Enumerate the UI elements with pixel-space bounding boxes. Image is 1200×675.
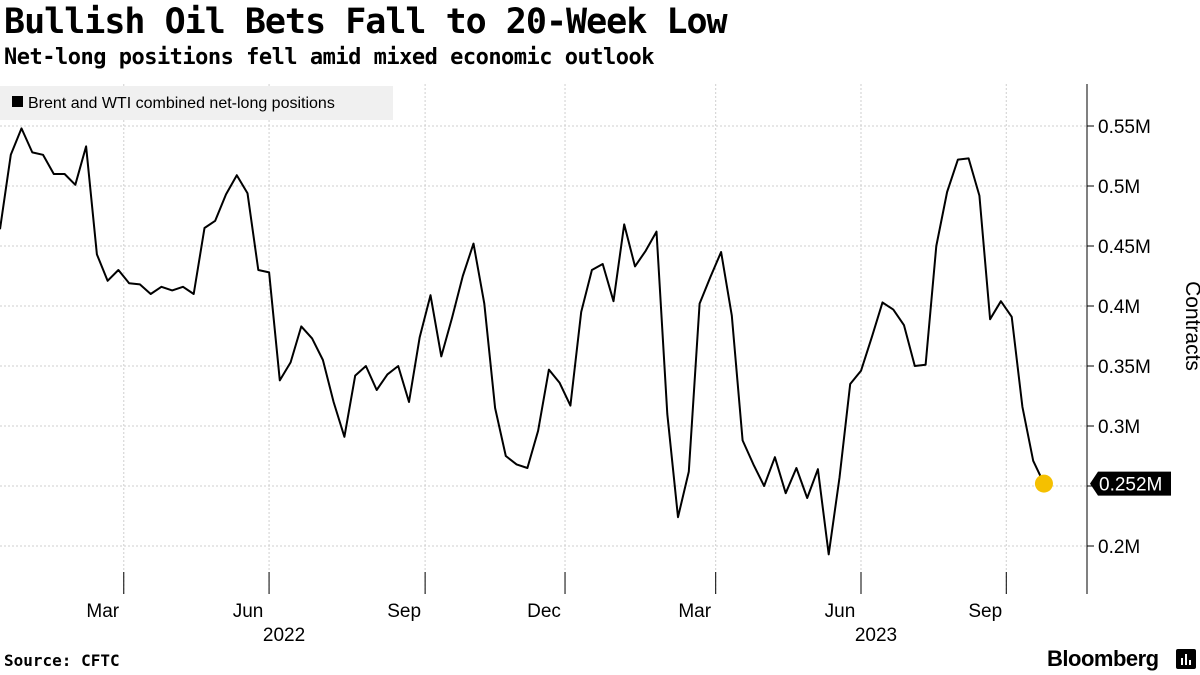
y-tick-label: 0.2M [1098, 537, 1140, 558]
source-note: Source: CFTC [4, 651, 120, 670]
y-tick-label: 0.5M [1098, 177, 1140, 198]
x-tick-label: Mar [678, 601, 711, 622]
legend-swatch [12, 96, 23, 107]
x-tick-label: Sep [968, 601, 1002, 622]
y-tick-label: 0.3M [1098, 417, 1140, 438]
series-line [0, 127, 1045, 556]
x-year-label: 2022 [263, 625, 305, 646]
series: 0.252M [0, 127, 1171, 556]
x-year-label: 2023 [855, 625, 897, 646]
legend-label: Brent and WTI combined net-long position… [28, 95, 335, 112]
y-tick-label: 0.35M [1098, 357, 1151, 378]
bloomberg-terminal-icon [1176, 649, 1196, 669]
y-tick-label: 0.55M [1098, 117, 1151, 138]
brand-logo: Bloomberg [1047, 646, 1159, 671]
y-tick-label: 0.4M [1098, 297, 1140, 318]
x-tick-label: Mar [86, 601, 119, 622]
x-tick-label: Jun [825, 601, 856, 622]
legend-background [0, 86, 393, 120]
x-tick-label: Sep [387, 601, 421, 622]
y-tick-label: 0.45M [1098, 237, 1151, 258]
y-axis-title: Contracts [1181, 281, 1200, 371]
chart-subtitle: Net-long positions fell amid mixed econo… [4, 45, 655, 70]
chart-title: Bullish Oil Bets Fall to 20-Week Low [4, 2, 728, 42]
legend: Brent and WTI combined net-long position… [0, 86, 393, 120]
last-value-label: 0.252M [1090, 471, 1171, 496]
gridlines [0, 84, 1087, 594]
last-value-label-background [1090, 471, 1171, 496]
axes: 0.2M 0.3M 0.35M 0.4M 0.45M 0.5M 0.55M Mar Jun 202… [86, 84, 1151, 646]
x-tick-label: Dec [527, 601, 561, 622]
x-tick-label: Jun [233, 601, 264, 622]
last-value-label-text: 0.252M [1099, 475, 1162, 496]
last-value-marker [1034, 474, 1053, 493]
